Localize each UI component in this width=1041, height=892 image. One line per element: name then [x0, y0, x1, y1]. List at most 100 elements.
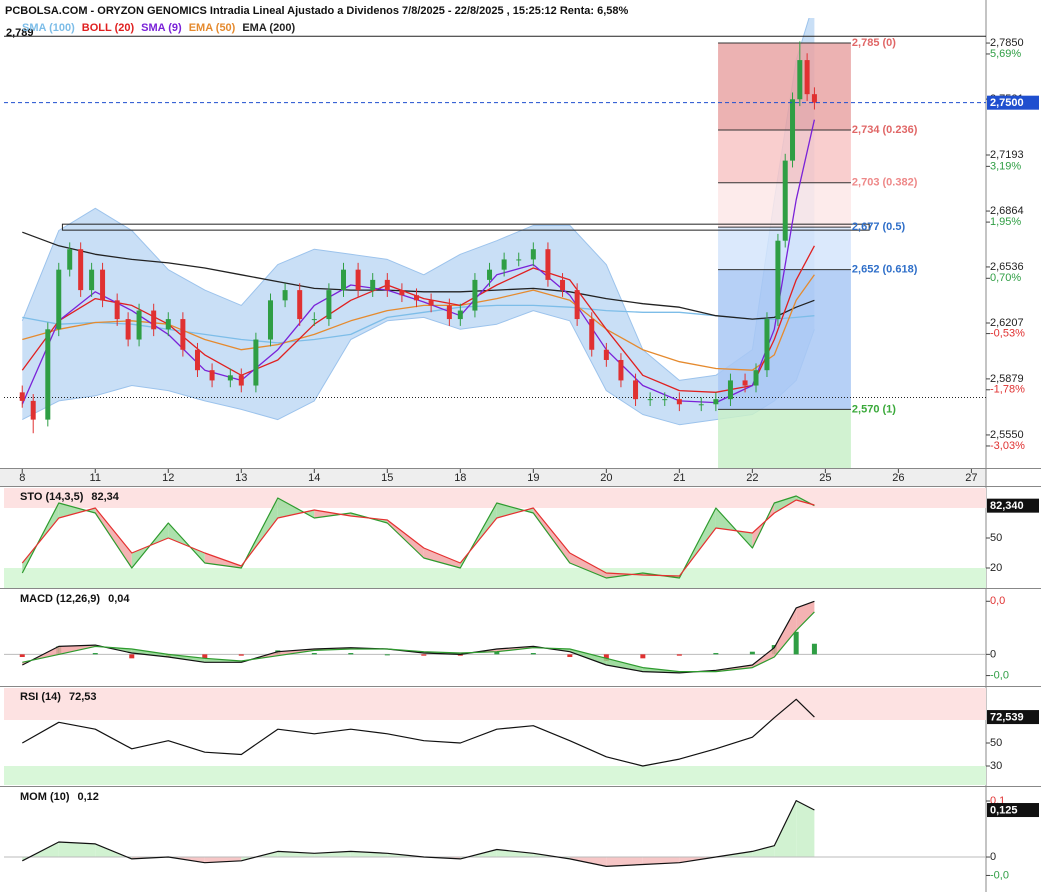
fill-between: [606, 857, 643, 867]
panel: [4, 18, 986, 468]
current-value-label: 82,340: [990, 500, 1024, 512]
y-tick-label: 3,19%: [990, 160, 1021, 172]
candle-body: [676, 399, 682, 405]
candle-body: [647, 399, 653, 401]
candle-body: [516, 259, 522, 261]
histogram-bar: [811, 643, 817, 655]
fill-between: [796, 800, 815, 857]
candle-body: [100, 269, 106, 301]
x-axis-strip: [0, 469, 986, 486]
candle-body: [727, 380, 733, 400]
fill-between: [496, 849, 534, 857]
indicator-line: [22, 231, 815, 320]
y-tick-label: 0,0: [990, 595, 1005, 607]
panel-title-value: 0,04: [108, 593, 130, 605]
panel: [4, 600, 986, 674]
panel-title: MACD (12,26,9): [20, 593, 100, 605]
candle-body: [775, 240, 781, 320]
x-tick-label: 21: [673, 472, 685, 484]
histogram-bar: [19, 654, 25, 658]
candle-body: [56, 269, 62, 330]
candle-body: [797, 60, 803, 100]
x-tick-label: 27: [965, 472, 977, 484]
current-value-label: 72,539: [990, 711, 1024, 723]
candle-body: [341, 269, 347, 291]
candle-body: [501, 259, 507, 270]
candle-body: [384, 279, 390, 291]
indicator-line: [22, 800, 815, 867]
lower-zone: [4, 568, 986, 588]
histogram-bar: [494, 651, 500, 655]
candle-body: [457, 310, 463, 320]
legend-entry: SMA (9): [141, 22, 182, 34]
candle-body: [125, 319, 131, 340]
current-value-box: [987, 803, 1039, 818]
indicator-line: [21, 499, 815, 577]
y-tick-label: 2,6207: [990, 317, 1024, 329]
histogram-bar: [793, 631, 799, 655]
fill-between: [314, 851, 351, 857]
fib-zone: [718, 409, 851, 468]
candle-body: [238, 375, 244, 386]
x-tick-label: 13: [235, 472, 247, 484]
histogram-bar: [129, 654, 135, 659]
fill-between: [533, 508, 570, 563]
lower-zone: [4, 766, 986, 785]
fill-between: [95, 508, 132, 568]
indicator-line: [21, 245, 815, 393]
candle-body: [194, 349, 200, 371]
candle-body: [428, 300, 434, 306]
y-tick-label: 5,69%: [990, 48, 1021, 60]
histogram-bar: [421, 654, 427, 656]
x-tick-label: 25: [819, 472, 831, 484]
y-tick-label: 2,7850: [990, 37, 1024, 49]
candle-body: [414, 295, 420, 301]
candle-body: [399, 290, 405, 296]
histogram-bar: [567, 654, 573, 658]
candle-body: [19, 392, 25, 401]
histogram-bar: [311, 653, 317, 655]
candle-body: [753, 370, 759, 386]
candle-body: [89, 269, 95, 291]
candle-body: [589, 319, 595, 350]
fib-label: 2,652 (0.618): [852, 264, 918, 276]
y-tick-label: 2,7193: [990, 149, 1024, 161]
y-tick-label: 2,5879: [990, 373, 1024, 385]
fib-label: 2,703 (0.382): [852, 177, 918, 189]
current-value-box: [987, 498, 1039, 513]
panel: [4, 688, 986, 785]
legend-entry: BOLL (20): [82, 22, 135, 34]
candle-body: [227, 375, 233, 381]
histogram-bar: [676, 654, 682, 656]
y-tick-label: -0,0: [990, 869, 1009, 881]
candle-body: [282, 290, 288, 301]
candle-body: [633, 380, 639, 400]
current-value-label: 2,7500: [990, 97, 1024, 109]
fill-between: [569, 553, 607, 578]
candle-body: [180, 319, 186, 350]
fib-zone: [718, 43, 851, 130]
candle-body: [530, 249, 536, 260]
fill-between: [423, 548, 461, 568]
fill-between: [774, 800, 797, 857]
candle-body: [370, 279, 376, 291]
histogram-bar: [749, 651, 755, 655]
y-tick-label: 50: [990, 532, 1002, 544]
candle-body: [742, 380, 748, 386]
candle-body: [165, 319, 171, 330]
y-tick-label: 0: [990, 851, 996, 863]
fill-between: [569, 649, 607, 665]
fill-between: [774, 607, 797, 657]
x-tick-label: 19: [527, 472, 539, 484]
candle-body: [78, 249, 84, 291]
candle-body: [311, 319, 317, 321]
y-tick-label: -3,03%: [990, 440, 1025, 452]
candle-body: [446, 305, 452, 320]
indicator-line: [21, 119, 816, 405]
legend-entry: EMA (200): [242, 22, 295, 34]
fill-between: [277, 851, 315, 857]
candle-body: [545, 249, 551, 280]
candle-body: [151, 310, 157, 330]
indicator-line: [22, 698, 815, 767]
